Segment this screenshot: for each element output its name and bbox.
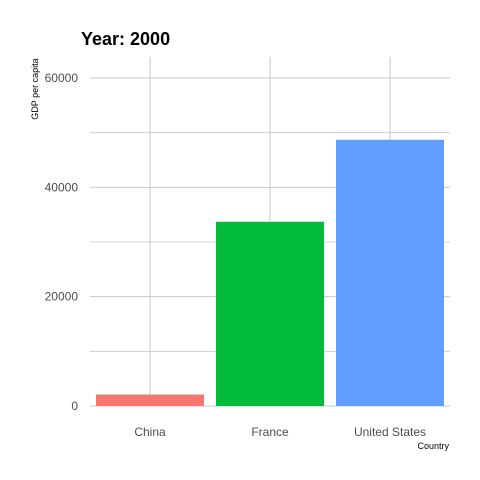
bar-france [216, 221, 324, 406]
y-tick-label: 60000 [45, 71, 79, 85]
bars [96, 139, 444, 407]
y-tick-label: 0 [71, 399, 78, 413]
chart-title: Year: 2000 [81, 29, 170, 49]
y-tick-labels: 0 20000 40000 60000 [45, 71, 79, 413]
y-axis-label: GDP per capita [30, 58, 40, 119]
x-tick-label: France [251, 425, 289, 439]
y-tick-label: 20000 [45, 290, 79, 304]
x-tick-label: China [134, 425, 166, 439]
bar-china [96, 394, 204, 406]
x-tick-labels: China France United States [134, 425, 426, 439]
y-tick-label: 40000 [45, 180, 79, 194]
x-tick-label: United States [354, 425, 426, 439]
x-axis-label: Country [417, 441, 449, 451]
bar-united-states [336, 139, 444, 407]
